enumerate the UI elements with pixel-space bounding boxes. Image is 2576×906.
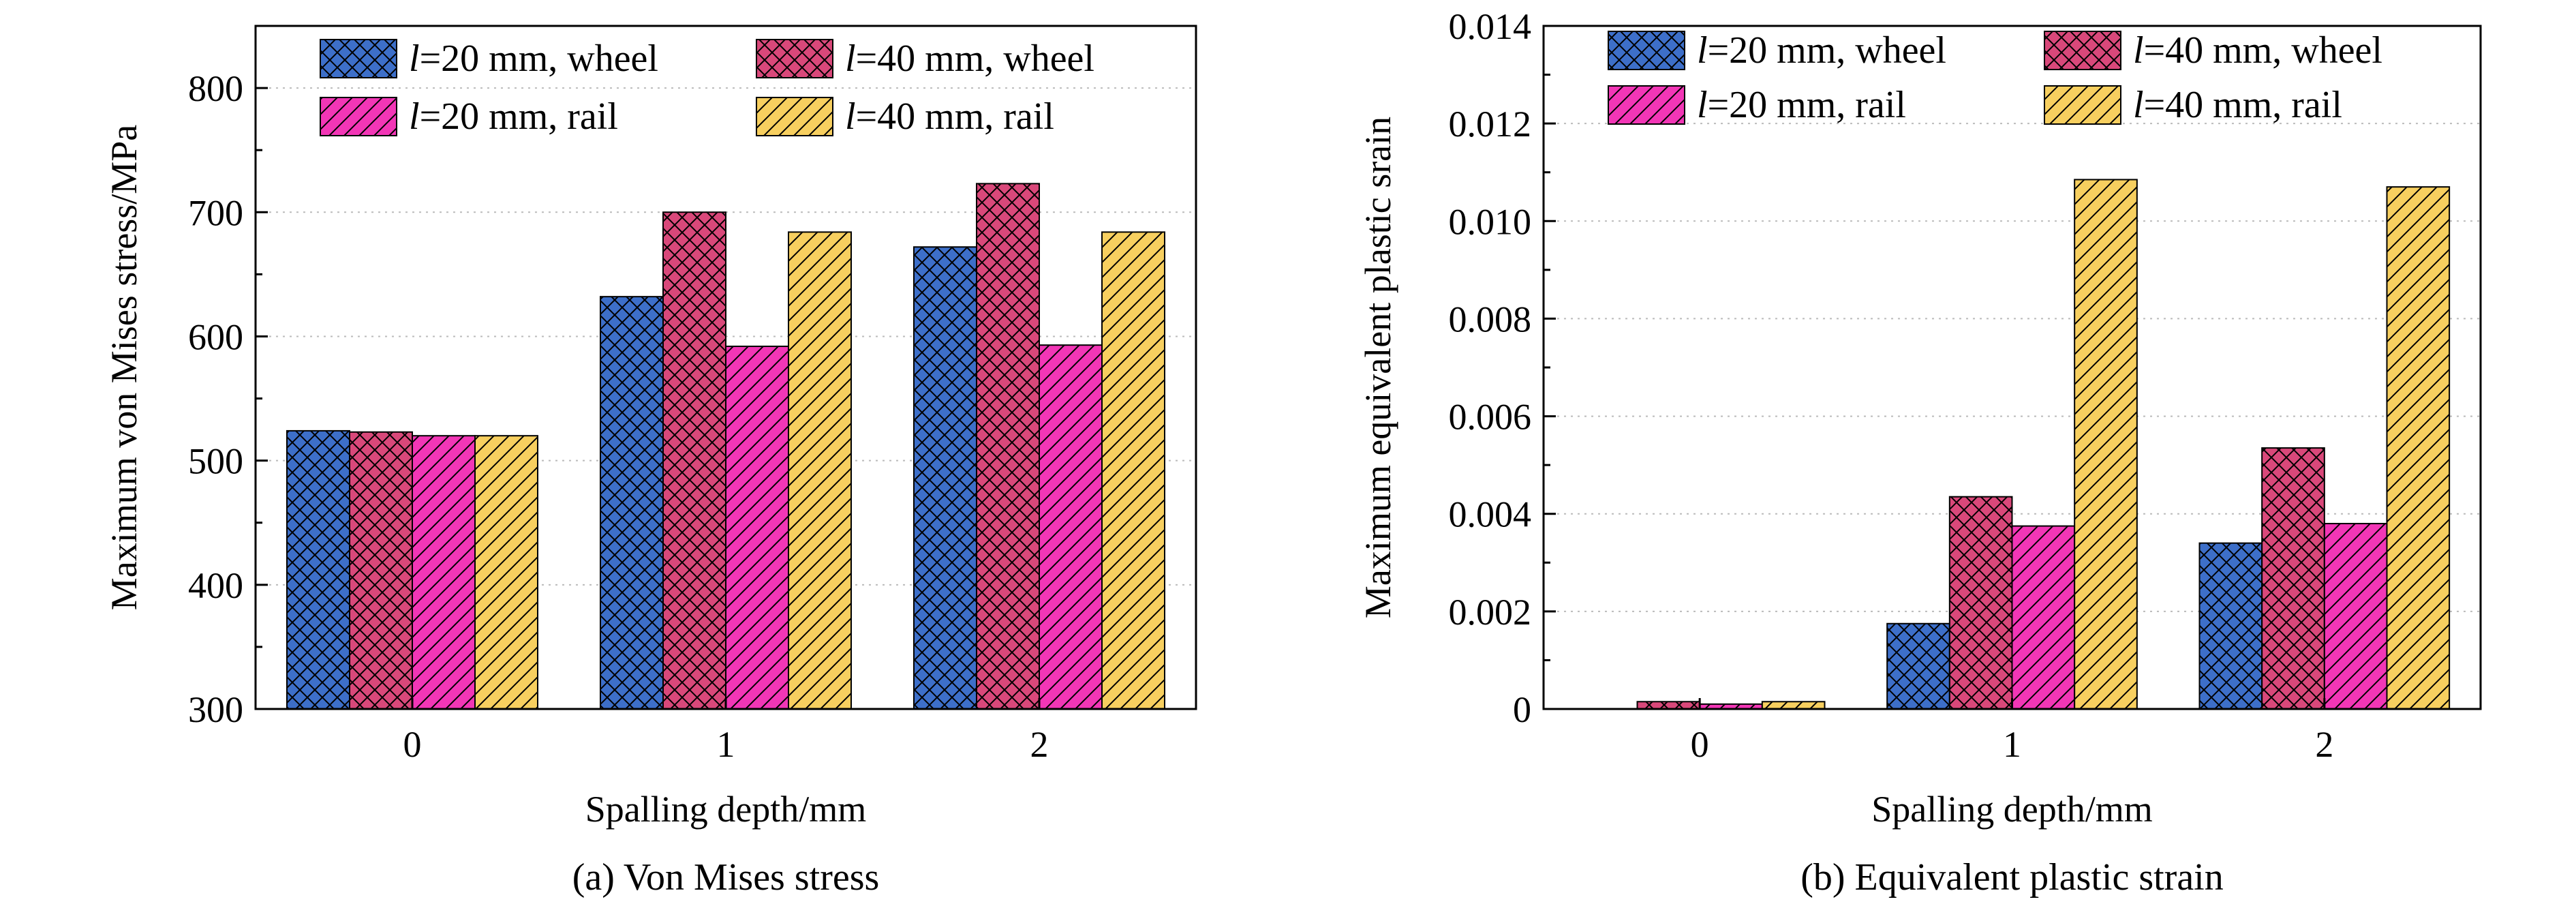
y-tick-label: 0.002 (1449, 592, 1532, 633)
legend-label-l20_wheel: l=20 mm, wheel (1697, 29, 1946, 72)
y-tick-label: 0 (1513, 689, 1531, 730)
bar-l20_rail-2 (2323, 523, 2388, 710)
bar-l40_rail-1 (788, 231, 852, 710)
legend-label-l20_rail: l=20 mm, rail (409, 95, 618, 138)
y-tick-label: 0.014 (1449, 6, 1532, 47)
panel-equivalent-plastic-strain: 0 0.002 0.004 0.006 0.008 0.010 0.012 0.014 0 1 2… (1358, 6, 2482, 899)
legend-label-l20_rail: l=20 mm, rail (1697, 84, 1906, 126)
x-tick-label: 0 (1691, 724, 1709, 765)
y-tick-label: 400 (188, 565, 243, 606)
legend-swatch-l20_rail (320, 97, 397, 136)
y-axis-label: Maximum equivalent plastic srain (1358, 117, 1398, 618)
legend-swatch-l20_wheel (320, 39, 397, 78)
bar-l20_rail-1 (2011, 525, 2076, 710)
bar-l40_wheel-1 (662, 211, 726, 710)
bar-l20_rail-0 (412, 435, 476, 710)
y-tick-label: 800 (188, 68, 243, 109)
y-tick-label: 0.012 (1449, 104, 1532, 145)
axes (254, 25, 1197, 710)
bar-l20_wheel-2 (2198, 542, 2263, 710)
plot-frame (1542, 25, 2482, 710)
y-tick-label: 300 (188, 689, 243, 730)
legend-swatch-l40_rail (2044, 85, 2121, 125)
y-tick-label: 500 (188, 441, 243, 482)
bar-l40_wheel-2 (2261, 447, 2325, 710)
bar-l40_wheel-2 (976, 183, 1040, 710)
x-tick-labels: 0 1 2 (403, 724, 1049, 765)
panel-von-mises-stress: 300 400 500 600 700 800 0 1 2 l=20 mm, wheel l=4… (104, 25, 1197, 899)
y-axis-label: Maximum von Mises stress/MPa (104, 125, 144, 611)
bar-l40_rail-0 (1761, 701, 1826, 710)
panel-caption: (b) Equivalent plastic strain (1800, 856, 2223, 899)
legend-label-l40_rail: l=40 mm, rail (2133, 84, 2342, 126)
bar-l40_wheel-0 (349, 431, 413, 710)
legend-swatch-l40_rail (756, 97, 833, 136)
bar-l40_wheel-0 (1636, 701, 1701, 710)
legend-swatch-l40_wheel (2044, 31, 2121, 70)
y-tick-labels: 300 400 500 600 700 800 (188, 68, 243, 730)
x-tick-label: 1 (2003, 724, 2021, 765)
legend-swatch-l40_wheel (756, 39, 833, 78)
legend-swatch-l20_rail (1608, 85, 1685, 125)
bar-l20_wheel-1 (600, 296, 664, 710)
bar-group (286, 183, 1165, 710)
legend-label-l40_rail: l=40 mm, rail (845, 95, 1054, 138)
bar-l20_rail-1 (725, 346, 789, 710)
x-axis-label: Spalling depth/mm (585, 789, 867, 830)
y-tick-label: 700 (188, 192, 243, 233)
bar-l40_rail-1 (2074, 179, 2138, 710)
bar-l40_wheel-1 (1948, 496, 2013, 710)
x-tick-label: 0 (403, 724, 422, 765)
legend-label-l20_wheel: l=20 mm, wheel (409, 37, 658, 80)
bar-l20_wheel-0 (286, 429, 350, 710)
bar-l20_wheel-1 (1886, 622, 1950, 710)
y-tick-label: 0.008 (1449, 299, 1532, 339)
x-tick-label: 1 (717, 724, 735, 765)
panel-caption: (a) Von Mises stress (572, 856, 880, 899)
legend: l=20 mm, wheel l=40 mm, wheel l=20 mm, rai… (1608, 29, 2382, 126)
axes (1542, 25, 2482, 710)
bar-l40_rail-2 (1101, 231, 1165, 710)
legend: l=20 mm, wheel l=40 mm, wheel l=20 mm, rai… (320, 37, 1094, 138)
legend-label-l40_wheel: l=40 mm, wheel (2133, 29, 2382, 72)
x-tick-label: 2 (1030, 724, 1049, 765)
bar-l40_rail-2 (2386, 186, 2451, 710)
y-tick-labels: 0 0.002 0.004 0.006 0.008 0.010 0.012 0.014 (1449, 6, 1532, 730)
bar-l40_rail-0 (474, 435, 538, 710)
y-tick-label: 0.004 (1449, 494, 1532, 535)
bar-l20_wheel-2 (913, 246, 977, 710)
y-tick-label: 600 (188, 316, 243, 357)
y-tick-label: 0.010 (1449, 201, 1532, 242)
legend-swatch-l20_wheel (1608, 31, 1685, 70)
x-axis-label: Spalling depth/mm (1871, 789, 2153, 830)
x-tick-labels: 0 1 2 (1691, 724, 2334, 765)
bar-group (1636, 179, 2451, 710)
legend-label-l40_wheel: l=40 mm, wheel (845, 37, 1094, 80)
y-tick-label: 0.006 (1449, 397, 1532, 438)
plot-frame (254, 25, 1197, 710)
bar-l20_rail-2 (1039, 344, 1103, 710)
x-tick-label: 2 (2315, 724, 2333, 765)
